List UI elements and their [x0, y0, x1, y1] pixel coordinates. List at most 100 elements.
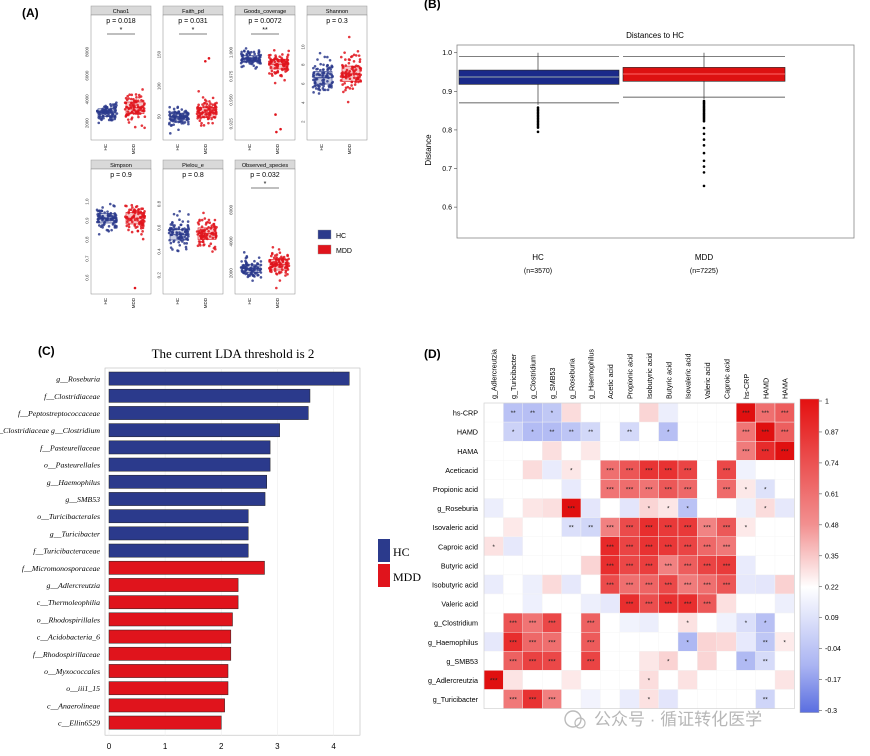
- lda-category-label: o__iii1_15: [66, 684, 100, 693]
- data-point: [168, 121, 171, 125]
- data-point: [344, 75, 347, 79]
- heatmap-cell: [639, 441, 659, 461]
- heatmap-cell-stars: ***: [509, 697, 517, 704]
- data-point: [109, 104, 113, 108]
- heatmap-col-label: Caproic acid: [723, 359, 732, 399]
- heatmap-cell: [774, 574, 795, 595]
- data-point: [270, 270, 273, 274]
- lda-bar: [108, 474, 267, 489]
- lda-category-label: o__Turicibacterales: [37, 512, 100, 521]
- heatmap-cell: [677, 402, 698, 423]
- heatmap-cell: [774, 498, 795, 518]
- data-point: [326, 79, 329, 83]
- x-tick-label: HC: [103, 143, 108, 150]
- sig-stars: **: [262, 27, 268, 34]
- data-point: [341, 83, 344, 86]
- heatmap-cell: [600, 421, 621, 442]
- data-point: [278, 279, 282, 282]
- data-point: [133, 125, 137, 129]
- data-point: [251, 274, 255, 277]
- data-point: [103, 220, 107, 224]
- data-point: [242, 251, 246, 254]
- wechat-icon: [564, 710, 582, 728]
- data-point: [284, 274, 287, 277]
- data-point: [172, 107, 176, 111]
- data-point: [185, 242, 189, 245]
- facet-plot: [234, 14, 296, 141]
- heatmap-cell: [639, 421, 659, 442]
- data-point: [284, 265, 288, 269]
- facet-title: Observed_species: [242, 163, 289, 169]
- heatmap-cell-stars: ***: [529, 620, 537, 627]
- data-point: [203, 102, 206, 105]
- watermark: 公众号 · 循证转化医学: [564, 710, 762, 729]
- lda-bar: [108, 681, 229, 696]
- heatmap-cell-stars: *: [551, 410, 554, 417]
- heatmap-cell: [755, 460, 776, 480]
- legend-hc-key: [317, 229, 332, 240]
- data-point: [115, 224, 118, 228]
- data-point: [240, 260, 243, 263]
- heatmap-row-label: Isovaleric acid: [432, 523, 478, 532]
- data-point: [208, 235, 212, 238]
- y-tick-label: 0.8: [442, 127, 452, 134]
- data-point: [353, 83, 357, 86]
- data-point: [348, 77, 352, 81]
- heatmap-cell: [658, 632, 679, 652]
- heatmap-cell: [580, 574, 601, 595]
- data-point: [140, 124, 144, 127]
- data-point: [98, 215, 101, 218]
- data-point: [133, 286, 137, 290]
- heatmap-cell: [619, 632, 640, 652]
- facet-pvalue: p = 0.032: [250, 172, 279, 179]
- heatmap-cell-stars: ***: [703, 563, 711, 570]
- y-tick-label: 2000: [229, 268, 234, 279]
- data-point: [127, 113, 130, 117]
- heatmap-cell: [580, 536, 601, 557]
- data-point: [136, 229, 140, 233]
- heatmap-cell: [483, 479, 504, 499]
- y-tick-label: 6: [301, 82, 306, 85]
- legend-mdd-label: MDD: [336, 248, 352, 255]
- lda-category-label: g__Haemophilus: [47, 478, 100, 487]
- lda-category-label: f__Rhodospirillaceae: [33, 650, 101, 659]
- data-point: [204, 59, 207, 63]
- panel-label-b: (B): [424, 0, 441, 11]
- heatmap-cell-stars: ***: [781, 429, 789, 436]
- data-point: [184, 245, 188, 249]
- data-point: [271, 245, 275, 249]
- data-point: [126, 110, 130, 113]
- data-point: [133, 218, 137, 222]
- data-point: [268, 72, 271, 75]
- sig-stars: *: [192, 27, 195, 34]
- heatmap-row-label: g_Haemophilus: [428, 638, 478, 647]
- facet-pvalue: p = 0.018: [106, 18, 135, 25]
- data-point: [274, 254, 277, 257]
- legend-hc-label: HC: [336, 233, 346, 240]
- heatmap-cell-stars: ***: [723, 486, 731, 493]
- data-point: [358, 58, 362, 61]
- data-point: [178, 209, 181, 213]
- data-point: [125, 224, 129, 228]
- lda-bar: [108, 629, 232, 644]
- heatmap-cell-stars: ***: [703, 544, 711, 551]
- heatmap-row-label: Valeric acid: [441, 600, 478, 609]
- data-point: [195, 112, 199, 116]
- data-point: [197, 115, 201, 118]
- data-point: [213, 102, 217, 106]
- heatmap-cell-stars: **: [530, 410, 536, 417]
- heatmap-cell-stars: **: [549, 429, 555, 436]
- data-point: [211, 250, 214, 253]
- data-point: [344, 88, 347, 92]
- y-tick-label: 0.9: [85, 217, 90, 224]
- facet-title: Goods_coverage: [244, 9, 287, 15]
- heatmap-cell: [736, 670, 756, 690]
- data-point: [101, 206, 104, 209]
- heatmap-cell: [542, 517, 562, 537]
- heatmap-row-label: Propionic acid: [433, 485, 478, 494]
- data-point: [203, 234, 206, 238]
- heatmap-cell: [736, 632, 756, 652]
- lda-bar: [108, 664, 229, 678]
- x-tick-label: HC: [319, 143, 324, 150]
